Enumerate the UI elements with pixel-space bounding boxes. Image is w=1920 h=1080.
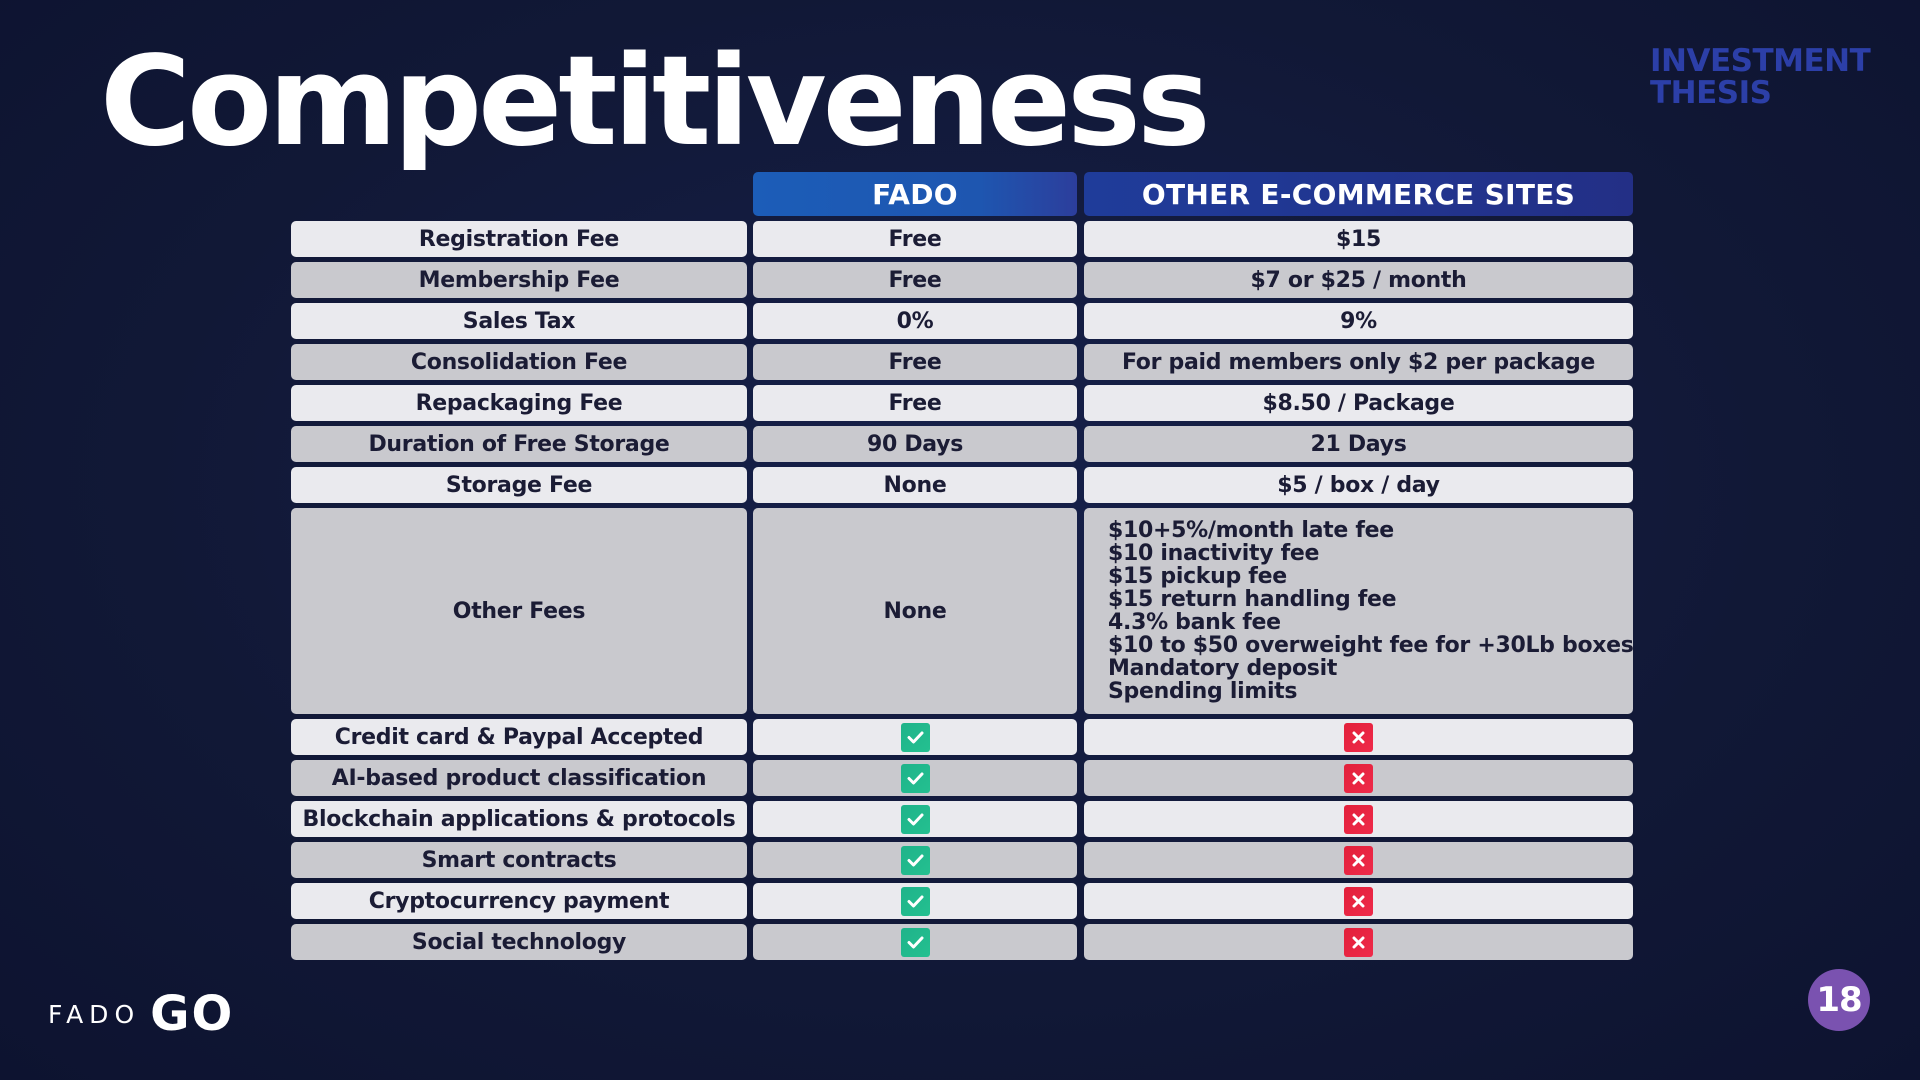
check-icon [900, 886, 930, 916]
x-icon [1344, 927, 1373, 957]
fado-value [753, 883, 1077, 919]
other-value [1084, 760, 1633, 796]
row-label: Membership Fee [291, 262, 747, 298]
comparison-table: FADO OTHER E-COMMERCE SITES Registration… [291, 172, 1634, 965]
list-item: $10+5%/month late fee [1108, 518, 1394, 543]
table-row: Credit card & Paypal Accepted [291, 719, 1633, 755]
list-item: $15 return handling fee [1108, 587, 1397, 612]
x-icon [1344, 763, 1373, 793]
other-value: $5 / box / day [1084, 467, 1633, 503]
logo-text-fado: FADO [48, 999, 141, 1029]
list-item: Mandatory deposit [1108, 656, 1338, 681]
row-label: AI-based product classification [291, 760, 747, 796]
table-row: Consolidation Fee Free For paid members … [291, 344, 1633, 380]
other-fees-list: $10+5%/month late fee $10 inactivity fee… [1108, 519, 1634, 703]
table-row: Social technology [291, 924, 1633, 960]
fado-value: None [753, 467, 1077, 503]
other-value: 9% [1084, 303, 1633, 339]
row-label: Registration Fee [291, 221, 747, 257]
other-value: $15 [1084, 221, 1633, 257]
logo-text-go: GO [150, 986, 235, 1042]
row-label: Other Fees [291, 508, 747, 714]
table-row: Registration Fee Free $15 [291, 221, 1633, 257]
fado-value [753, 842, 1077, 878]
list-item: $10 to $50 overweight fee for +30Lb boxe… [1108, 633, 1634, 658]
other-value [1084, 719, 1633, 755]
x-icon [1344, 845, 1373, 875]
fado-value [753, 801, 1077, 837]
check-icon [900, 763, 930, 793]
table-row: AI-based product classification [291, 760, 1633, 796]
table-row: Smart contracts [291, 842, 1633, 878]
x-icon [1344, 804, 1373, 834]
fado-value [753, 924, 1077, 960]
list-item: 4.3% bank fee [1108, 610, 1281, 635]
row-label: Smart contracts [291, 842, 747, 878]
list-item: $15 pickup fee [1108, 564, 1287, 589]
row-label: Repackaging Fee [291, 385, 747, 421]
other-value: $8.50 / Package [1084, 385, 1633, 421]
other-value [1084, 842, 1633, 878]
check-icon [900, 927, 930, 957]
header-fado: FADO [753, 172, 1077, 216]
row-label: Social technology [291, 924, 747, 960]
fado-value: 0% [753, 303, 1077, 339]
fado-value: 90 Days [753, 426, 1077, 462]
table-row: Storage Fee None $5 / box / day [291, 467, 1633, 503]
table-row: Duration of Free Storage 90 Days 21 Days [291, 426, 1633, 462]
slide-title: Competitiveness [100, 30, 1211, 174]
other-value: 21 Days [1084, 426, 1633, 462]
table-row: Repackaging Fee Free $8.50 / Package [291, 385, 1633, 421]
table-row: Membership Fee Free $7 or $25 / month [291, 262, 1633, 298]
list-item: $10 inactivity fee [1108, 541, 1320, 566]
row-label: Sales Tax [291, 303, 747, 339]
fado-value: Free [753, 262, 1077, 298]
other-value: $7 or $25 / month [1084, 262, 1633, 298]
row-label: Consolidation Fee [291, 344, 747, 380]
row-label: Credit card & Paypal Accepted [291, 719, 747, 755]
fado-go-logo: FADO GO [48, 986, 234, 1042]
table-row: Other Fees None $10+5%/month late fee $1… [291, 508, 1634, 714]
x-icon [1344, 886, 1373, 916]
fado-value: Free [753, 344, 1077, 380]
header-other-sites: OTHER E-COMMERCE SITES [1084, 172, 1633, 216]
other-value [1084, 924, 1633, 960]
fado-value: Free [753, 221, 1077, 257]
row-label: Duration of Free Storage [291, 426, 747, 462]
fado-value [753, 719, 1077, 755]
check-icon [900, 845, 930, 875]
other-value [1084, 883, 1633, 919]
row-label: Cryptocurrency payment [291, 883, 747, 919]
other-fees-list-cell: $10+5%/month late fee $10 inactivity fee… [1084, 508, 1634, 714]
check-icon [900, 804, 930, 834]
table-row: Sales Tax 0% 9% [291, 303, 1633, 339]
list-item: Spending limits [1108, 679, 1298, 704]
table-row: Blockchain applications & protocols [291, 801, 1633, 837]
fado-value [753, 760, 1077, 796]
section-tag: INVESTMENT THESIS [1650, 43, 1871, 111]
fado-value: None [753, 508, 1077, 714]
fado-value: Free [753, 385, 1077, 421]
other-value [1084, 801, 1633, 837]
row-label: Storage Fee [291, 467, 747, 503]
table-header-row: FADO OTHER E-COMMERCE SITES [291, 172, 1633, 216]
x-icon [1344, 722, 1373, 752]
other-value: For paid members only $2 per package [1084, 344, 1633, 380]
table-row: Cryptocurrency payment [291, 883, 1633, 919]
page-number-badge: 18 [1808, 969, 1870, 1031]
check-icon [900, 722, 930, 752]
row-label: Blockchain applications & protocols [291, 801, 747, 837]
